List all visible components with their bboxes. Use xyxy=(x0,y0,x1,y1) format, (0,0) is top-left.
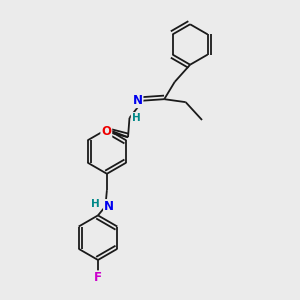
Text: O: O xyxy=(101,125,111,138)
Text: N: N xyxy=(104,200,114,213)
Text: H: H xyxy=(132,113,140,123)
Text: N: N xyxy=(133,94,142,107)
Text: H: H xyxy=(91,199,99,209)
Text: F: F xyxy=(94,271,102,284)
